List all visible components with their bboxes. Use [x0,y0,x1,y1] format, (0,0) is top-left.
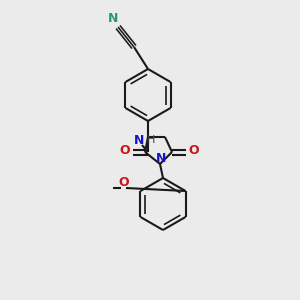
Text: O: O [189,145,199,158]
Text: N: N [134,134,144,146]
Text: N: N [108,11,118,25]
Text: O: O [119,176,129,188]
Text: O: O [120,145,130,158]
Text: N: N [156,152,166,164]
Text: H: H [147,135,155,145]
